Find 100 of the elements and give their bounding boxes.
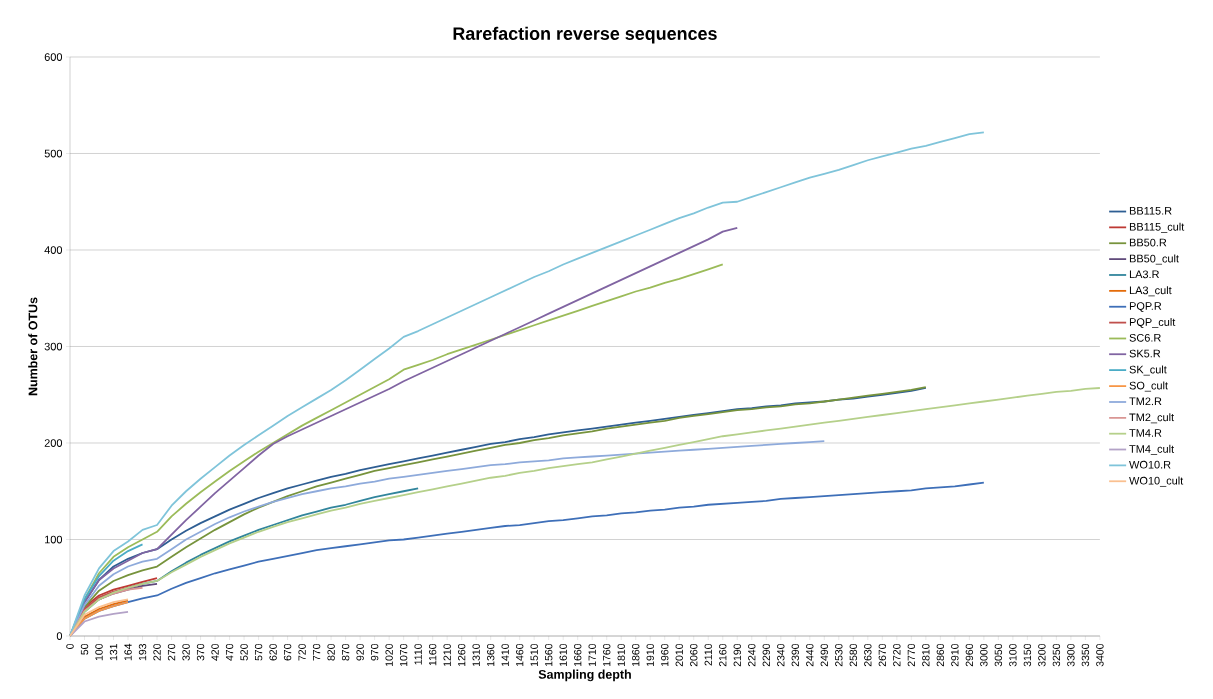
x-tick-label: 2440 [806,643,814,667]
x-tick-label: 2110 [704,643,712,666]
x-tick-label: 1910 [646,643,654,666]
x-tick-label: 2060 [690,643,698,667]
x-tick-label: 1560 [544,643,553,666]
y-tick-label: 0 [56,632,63,640]
x-tick-label: 2530 [835,643,843,667]
x-tick-label: 2010 [675,643,683,667]
x-tick-label: 1020 [385,643,393,666]
legend-label: WO10.R [1129,460,1171,469]
x-tick-label: 2910 [951,643,959,667]
x-tick-label: 420 [211,643,219,661]
legend-label: TM4_cult [1129,444,1175,455]
x-tick-label: 820 [327,643,335,661]
x-tick-label: 2390 [791,643,799,667]
x-tick-label: 2240 [748,643,756,667]
legend-label: SO_cult [1129,381,1168,392]
x-tick-label: 2290 [762,643,770,667]
x-tick-label: 1860 [632,643,640,666]
y-tick-label: 400 [44,246,63,254]
x-tick-label: 620 [269,643,277,661]
x-tick-label: 1110 [414,643,422,665]
x-tick-label: 2160 [719,643,727,667]
x-tick-label: 2340 [777,643,785,667]
x-tick-label: 3250 [1052,643,1061,667]
x-tick-label: 1410 [501,643,509,666]
x-tick-label: 2190 [733,643,741,667]
legend-label: BB50_cult [1129,254,1179,265]
legend-label: LA3.R [1129,270,1159,279]
y-tick-label: 200 [44,439,63,447]
x-tick-label: 520 [240,643,248,661]
legend-label: BB115.R [1129,207,1172,215]
legend-label: TM2.R [1129,397,1162,406]
x-tick-label: 670 [283,643,292,661]
x-tick-label: 50 [80,643,89,655]
x-tick-label: 3100 [1009,643,1017,667]
x-tick-label: 770 [312,643,321,661]
x-tick-label: 1260 [457,643,466,666]
legend-label: SK5.R [1129,349,1161,358]
legend-label: SK_cult [1129,365,1167,376]
x-tick-label: 1210 [443,643,451,666]
x-tick-label: 570 [254,643,263,661]
x-tick-label: 320 [182,643,190,661]
x-tick-label: 1460 [515,643,524,666]
x-tick-label: 3400 [1096,643,1104,667]
x-tick-label: 1070 [399,643,408,666]
x-axis-title: Sampling depth [538,669,631,682]
x-tick-label: 1960 [661,643,669,666]
legend-label: WO10_cult [1129,476,1184,487]
x-tick-label: 3350 [1081,643,1090,667]
x-tick-label: 0 [66,643,74,649]
x-tick-label: 720 [298,643,306,661]
x-tick-label: 370 [196,643,205,661]
x-tick-label: 970 [370,643,379,661]
legend-label: PQP.R [1129,302,1162,312]
x-tick-label: 193 [138,643,147,661]
legend-label: TM2_cult [1129,413,1175,424]
x-tick-label: 1710 [588,643,596,666]
legend-label: PQP_cult [1129,317,1176,329]
x-tick-label: 3000 [980,643,988,667]
x-tick-label: 3300 [1067,643,1075,667]
y-tick-label: 500 [44,149,63,158]
x-tick-label: 164 [124,643,132,661]
x-tick-label: 2580 [849,643,858,667]
legend-label: LA3_cult [1129,286,1172,297]
legend-label: BB50.R [1129,238,1167,247]
chart-title: Rarefaction reverse sequences [453,26,717,44]
x-tick-label: 1760 [603,643,611,666]
x-tick-label: 2670 [878,643,887,667]
y-tick-label: 600 [44,53,63,61]
y-axis-title: Number of OTUs [28,297,38,396]
legend-label: BB115_cult [1129,222,1185,233]
x-tick-label: 920 [356,643,364,661]
x-tick-label: 3150 [1023,643,1032,667]
x-tick-label: 2860 [936,643,945,667]
x-tick-label: 1510 [530,643,538,666]
x-tick-label: 1610 [559,643,567,666]
x-tick-label: 870 [341,643,350,661]
x-tick-label: 470 [225,643,234,661]
x-tick-label: 1360 [486,643,495,666]
legend-label: TM4.R [1129,429,1162,437]
x-tick-label: 3050 [994,643,1003,667]
x-tick-label: 2490 [820,643,829,667]
x-tick-label: 2770 [907,643,916,667]
x-tick-label: 2630 [864,643,872,667]
y-tick-label: 100 [45,535,63,544]
y-tick-label: 300 [44,342,63,351]
x-tick-label: 220 [153,643,161,661]
x-tick-label: 2960 [965,643,974,667]
x-tick-label: 2810 [922,643,930,667]
x-tick-label: 1660 [574,643,582,666]
x-tick-label: 1160 [428,643,437,666]
x-tick-label: 131 [109,644,118,661]
x-tick-label: 2720 [893,643,901,667]
x-tick-label: 1810 [617,643,625,666]
legend-label: SC6.R [1129,333,1161,342]
x-tick-label: 270 [167,643,176,661]
x-tick-label: 3200 [1038,643,1046,667]
x-tick-label: 100 [95,643,103,661]
x-tick-label: 1310 [472,643,480,666]
